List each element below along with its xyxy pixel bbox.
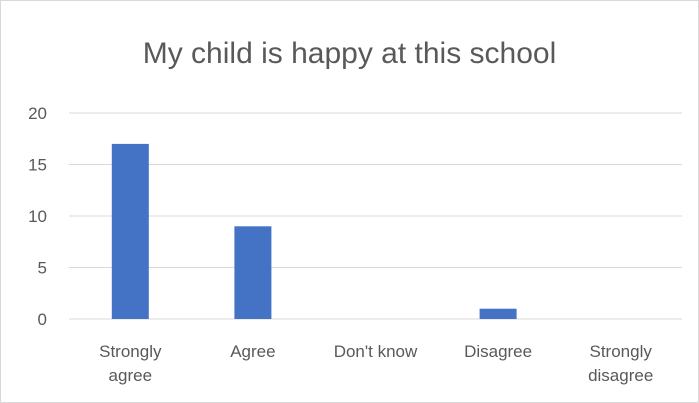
x-tick-label: Agree [230,342,275,361]
x-tick-label-line: Agree [230,342,275,361]
y-tick-label: 5 [38,259,47,278]
y-tick-label: 10 [28,207,47,226]
x-tick-label-line: Don't know [334,342,418,361]
y-tick-label: 20 [28,104,47,123]
gridlines [69,112,682,320]
x-tick-label: Strongly disagree [588,342,653,385]
x-tick-label-line: agree [109,366,152,385]
bar-3 [479,308,517,319]
y-axis-ticks: 0 5 10 15 20 [28,104,47,329]
x-tick-label: Disagree [464,342,532,361]
bar-0 [111,143,149,319]
x-tick-label-line: disagree [588,366,653,385]
x-tick-label: Don't know [334,342,418,361]
x-axis-ticks: Strongly agree Agree Don't know Disagree Stro… [99,342,653,385]
bar-1 [234,226,272,319]
bars [111,143,517,319]
y-tick-label: 0 [38,310,47,329]
x-tick-label: Strongly agree [99,342,162,385]
chart-title: My child is happy at this school [142,37,557,70]
y-tick-label: 15 [28,156,47,175]
x-tick-label-line: Strongly [590,342,653,361]
x-tick-label-line: Strongly [99,342,162,361]
x-tick-label-line: Disagree [464,342,532,361]
